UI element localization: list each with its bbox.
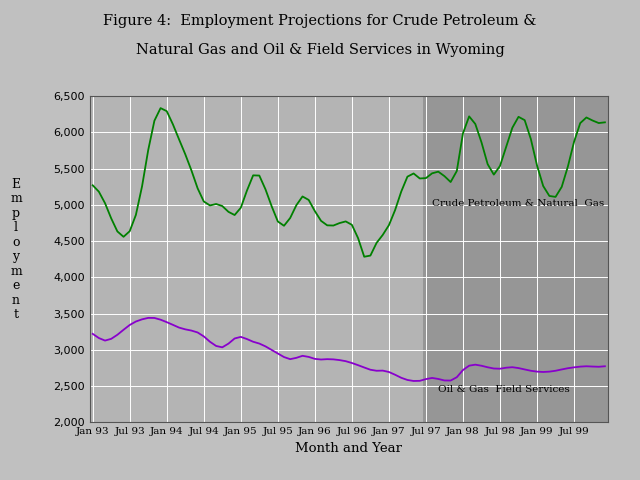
- Text: Natural Gas and Oil & Field Services in Wyoming: Natural Gas and Oil & Field Services in …: [136, 43, 504, 57]
- Text: Figure 4:  Employment Projections for Crude Petroleum &: Figure 4: Employment Projections for Cru…: [103, 14, 537, 28]
- Bar: [423, 96, 608, 422]
- Text: Oil & Gas  Field Services: Oil & Gas Field Services: [438, 385, 570, 394]
- X-axis label: Month and Year: Month and Year: [295, 442, 403, 455]
- Text: Crude Petroleum & Natural  Gas: Crude Petroleum & Natural Gas: [432, 199, 604, 208]
- Text: E
m
p
l
o
y
m
e
n
t: E m p l o y m e n t: [10, 178, 22, 321]
